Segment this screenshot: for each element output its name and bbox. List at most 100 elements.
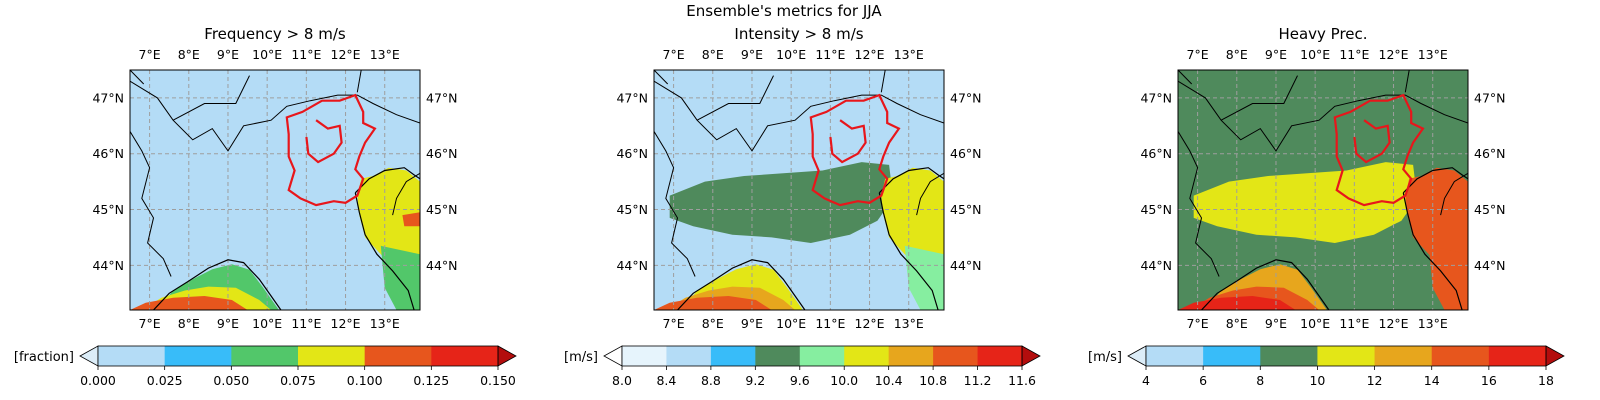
coastline <box>677 259 806 310</box>
coastline <box>153 259 282 310</box>
y-tick-label-left: 47°N <box>616 90 648 105</box>
colorbar-over-arrow <box>1021 345 1041 367</box>
y-tick-label-left: 47°N <box>92 90 124 105</box>
border-line <box>1178 80 1468 152</box>
colorbar-segment <box>164 346 232 366</box>
colorbar-segment <box>364 346 432 366</box>
field-adriatic-east-patch <box>402 212 420 227</box>
map-field <box>130 70 420 310</box>
colorbar-tick-label: 11.6 <box>1008 373 1036 388</box>
colorbar-tick-label: 0.050 <box>213 373 249 388</box>
x-tick-label-bottom: 12°E <box>331 316 361 331</box>
colorbar-tick-label: 6 <box>1199 373 1207 388</box>
y-tick-label-right: 44°N <box>426 258 458 273</box>
x-tick-label-bottom: 7°E <box>139 316 161 331</box>
x-tick-label-top: 12°E <box>331 47 361 62</box>
y-tick-label-left: 46°N <box>92 146 124 161</box>
colorbar-segment <box>622 346 667 366</box>
region-subdivision <box>1353 119 1391 164</box>
x-tick-label-bottom: 12°E <box>855 316 885 331</box>
x-tick-label-bottom: 8°E <box>1226 316 1248 331</box>
border-line <box>696 75 774 121</box>
colorbar: 0.000 0.025 0.050 0.075 0.100 0.125 0.150 [frac… <box>14 345 517 388</box>
x-tick-label-top: 13°E <box>1418 47 1448 62</box>
x-tick-label-bottom: 9°E <box>1265 316 1287 331</box>
border-line <box>1220 75 1298 121</box>
colorbar-segment <box>755 346 801 366</box>
colorbar-frame <box>621 345 1023 367</box>
x-tick-label-top: 7°E <box>1187 47 1209 62</box>
x-tick-label-top: 8°E <box>702 47 724 62</box>
x-tick-label-bottom: 8°E <box>178 316 200 331</box>
x-tick-label-bottom: 11°E <box>1339 316 1369 331</box>
colorbar-over-arrow <box>497 345 517 367</box>
x-tick-label-top: 9°E <box>217 47 239 62</box>
y-tick-label-left: 46°N <box>1140 146 1172 161</box>
colorbar-tick-label: 8.4 <box>656 373 676 388</box>
colorbar-frame <box>1145 345 1547 367</box>
colorbar-tick-label: 10.0 <box>830 373 858 388</box>
border-line <box>1178 70 1193 85</box>
x-tick-label-bottom: 11°E <box>291 316 321 331</box>
colorbar-segment <box>298 346 366 366</box>
colorbar-segment <box>431 346 499 366</box>
colorbar-segment <box>1260 346 1318 366</box>
colorbar-tick-label: 18 <box>1538 373 1554 388</box>
colorbar-tick-label: 4 <box>1142 373 1150 388</box>
map-field <box>1178 70 1468 310</box>
x-tick-label-top: 12°E <box>855 47 885 62</box>
map-frame <box>1177 69 1469 311</box>
y-tick-label-left: 47°N <box>1140 90 1172 105</box>
border-line <box>654 80 944 152</box>
x-tick-label-bottom: 13°E <box>1418 316 1448 331</box>
y-tick-label-left: 44°N <box>1140 258 1172 273</box>
border-line <box>356 70 362 93</box>
colorbar-tick-label: 10.4 <box>875 373 903 388</box>
map-frame <box>653 69 945 311</box>
panel-title: Frequency > 8 m/s <box>204 25 346 43</box>
x-tick-label-bottom: 13°E <box>894 316 924 331</box>
colorbar-under-arrow <box>79 345 99 367</box>
colorbar-tick-label: 9.2 <box>745 373 765 388</box>
x-tick-label-top: 8°E <box>178 47 200 62</box>
colorbar-segment <box>98 346 166 366</box>
field-po-valley-band <box>669 162 894 243</box>
region-subdivision <box>305 119 343 164</box>
y-tick-label-right: 44°N <box>950 258 982 273</box>
coastlines <box>130 70 420 310</box>
region-outline <box>809 93 901 207</box>
colorbar-tick-label: 14 <box>1424 373 1440 388</box>
y-tick-label-right: 45°N <box>1474 202 1506 217</box>
colorbar-tick-label: 0.150 <box>480 373 516 388</box>
colorbar-segment <box>1374 346 1433 366</box>
region-boundary <box>809 93 901 207</box>
y-tick-label-right: 45°N <box>426 202 458 217</box>
y-tick-label-right: 47°N <box>950 90 982 105</box>
panel-2: Intensity > 8 m/s 7°E 7°E 8°E 8°E 9°E 9°E 10°E 1… <box>564 25 1041 388</box>
x-tick-label-top: 13°E <box>370 47 400 62</box>
border-line <box>130 131 172 277</box>
colorbar-segment <box>1488 346 1547 366</box>
border-line <box>1440 172 1468 216</box>
colorbar-segment <box>933 346 978 366</box>
region-subdivision <box>829 119 867 164</box>
colorbar-segment <box>1317 346 1375 366</box>
colorbar-unit-label: [m/s] <box>1088 350 1122 365</box>
coastline <box>1201 259 1330 310</box>
y-tick-label-left: 45°N <box>1140 202 1172 217</box>
coastline <box>1402 192 1463 310</box>
region-outline <box>1333 93 1425 207</box>
colorbar-segment <box>844 346 890 366</box>
colorbar-tick-label: 8.8 <box>701 373 721 388</box>
x-tick-label-bottom: 13°E <box>370 316 400 331</box>
colorbar-segment <box>666 346 712 366</box>
colorbar-segment <box>799 346 845 366</box>
panel-title: Heavy Prec. <box>1278 25 1367 43</box>
coastline <box>878 192 939 310</box>
field-adriatic-south <box>904 245 944 310</box>
gridlines <box>130 70 420 310</box>
figure-title: Ensemble's metrics for JJA <box>686 2 882 20</box>
y-tick-label-right: 47°N <box>1474 90 1506 105</box>
y-tick-label-left: 44°N <box>616 258 648 273</box>
